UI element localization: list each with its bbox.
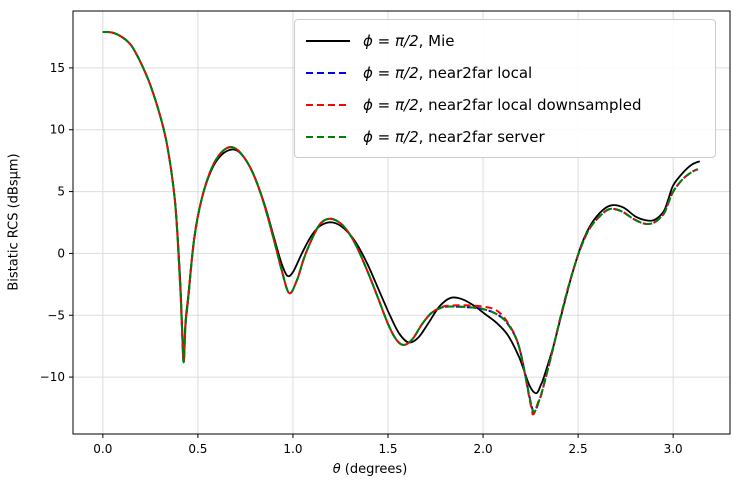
x-axis-label: θ (degrees) — [332, 462, 408, 477]
y-tick-label: 5 — [57, 185, 65, 199]
x-tick-label: 2.5 — [569, 442, 588, 456]
legend-item-near2far-server: ϕ = π/2, near2far server — [306, 124, 704, 149]
x-tick-label: 2.0 — [474, 442, 493, 456]
x-tick-label: 1.0 — [283, 442, 302, 456]
x-tick-label: 0.0 — [93, 442, 112, 456]
legend-label: ϕ = π/2, Mie — [363, 31, 455, 50]
plot-border — [72, 10, 731, 435]
y-tick-label: 0 — [57, 246, 65, 260]
series-line-near2far-server — [102, 31, 699, 413]
legend-item-near2far-local: ϕ = π/2, near2far local — [306, 60, 704, 85]
y-tick-label: −5 — [47, 308, 65, 322]
x-tick-label: 0.5 — [188, 442, 207, 456]
y-tick-label: 15 — [50, 61, 65, 75]
legend-label: ϕ = π/2, near2far local — [363, 63, 533, 82]
x-tick-label: 3.0 — [664, 442, 683, 456]
legend-label: ϕ = π/2, near2far local downsampled — [363, 95, 642, 114]
legend: ϕ = π/2, Mie ϕ = π/2, near2far local ϕ =… — [294, 19, 716, 158]
legend-line-sample-near2far-local-downsampled — [306, 103, 350, 106]
legend-item-mie: ϕ = π/2, Mie — [306, 28, 704, 53]
legend-line-sample-near2far-server — [306, 135, 350, 138]
legend-label: ϕ = π/2, near2far server — [363, 127, 545, 146]
y-axis-label: Bistatic RCS (dBsμm) — [6, 153, 22, 291]
y-tick-label: 10 — [50, 123, 65, 137]
legend-line-sample-mie — [306, 39, 350, 42]
legend-item-near2far-local-downsampled: ϕ = π/2, near2far local downsampled — [306, 92, 704, 117]
legend-line-sample-near2far-local — [306, 71, 350, 74]
x-tick-label: 1.5 — [378, 442, 397, 456]
y-tick-label: −10 — [40, 370, 65, 384]
